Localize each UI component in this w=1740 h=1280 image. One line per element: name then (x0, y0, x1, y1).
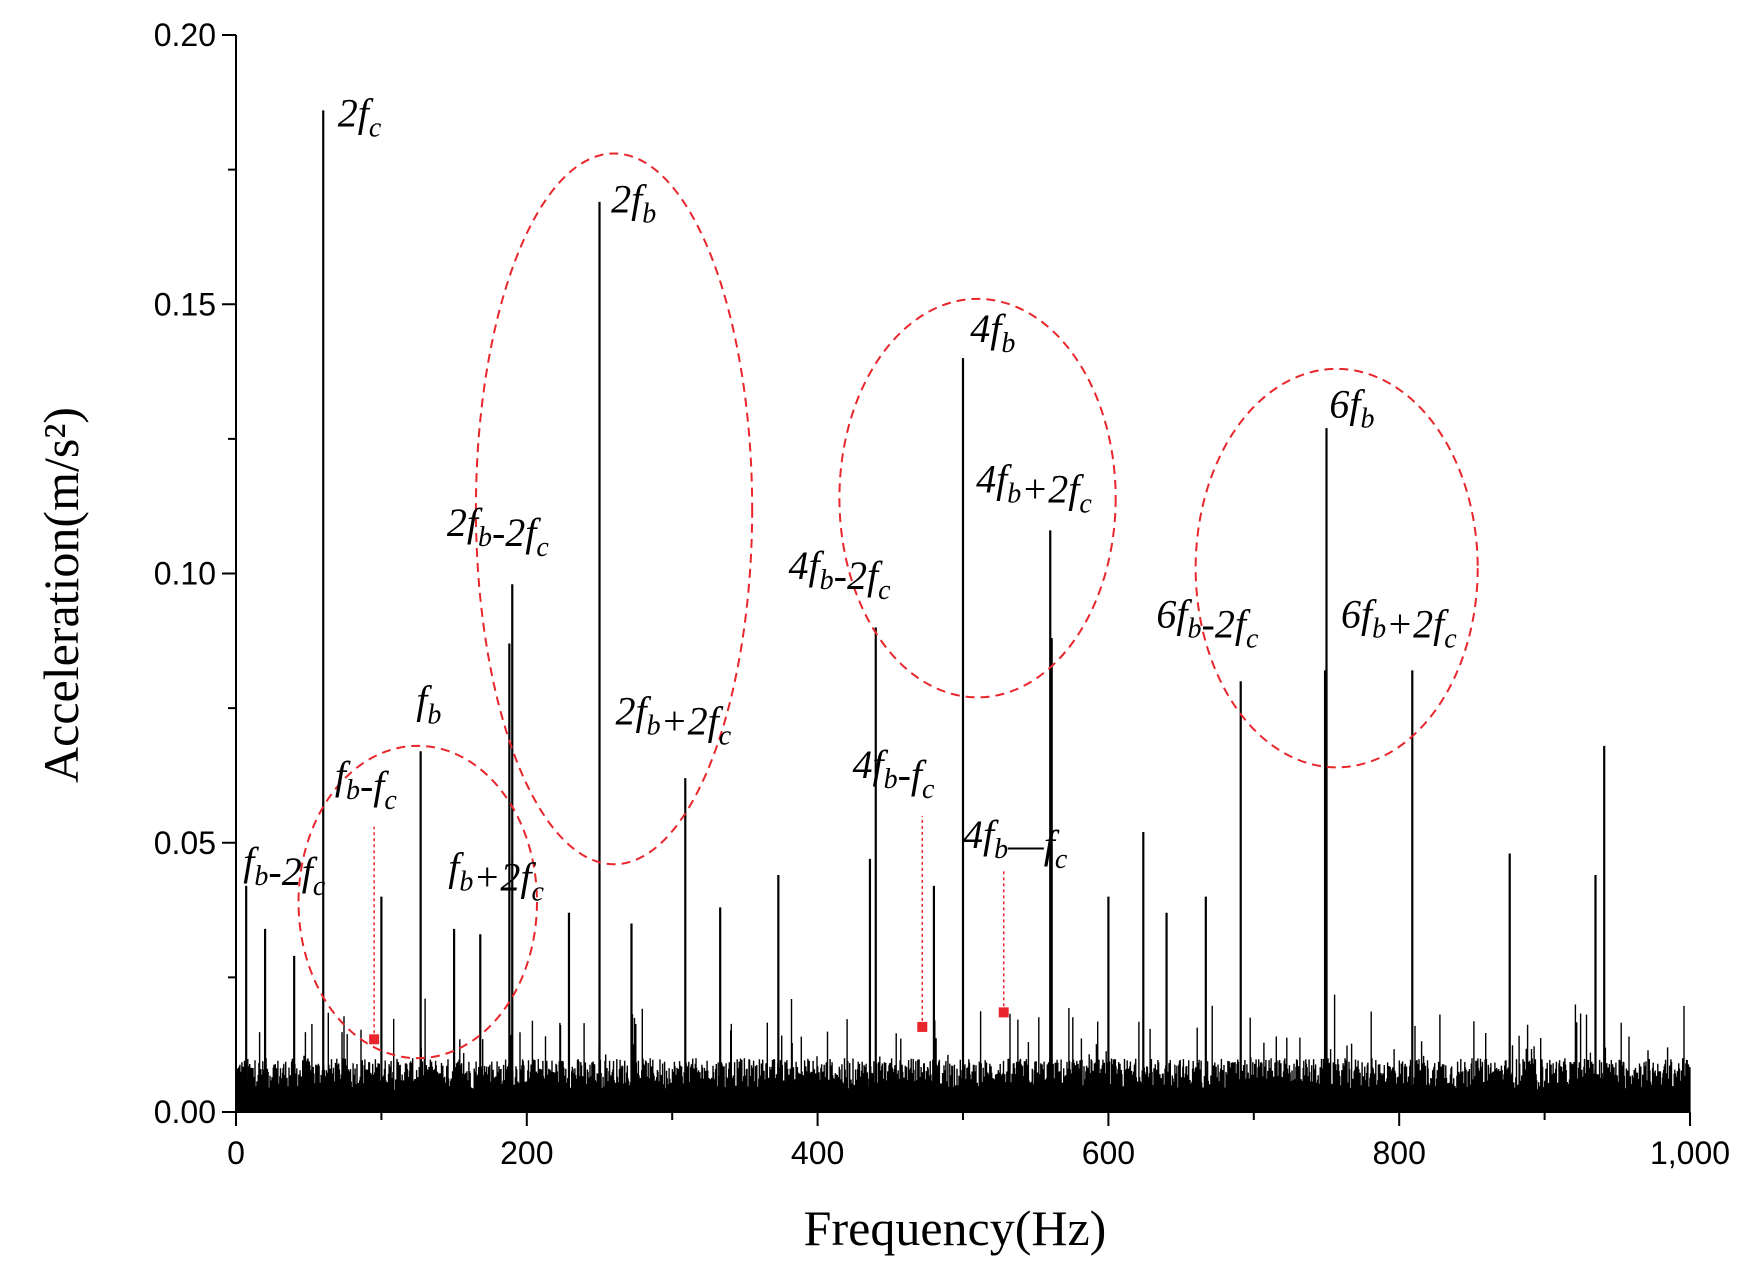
annotation-4fb-fc-2: 4fb—fc (963, 812, 1068, 875)
annotation-fb-fc: fb-fc (335, 753, 398, 816)
marker-point (917, 1021, 928, 1032)
spectral-peaks (245, 110, 1606, 1112)
annotation-fb: fb (416, 678, 441, 731)
annotation-4fb-fc: 4fb-fc (852, 742, 935, 805)
y-tick-label: 0.05 (154, 825, 216, 861)
x-tick-label: 600 (1082, 1135, 1135, 1171)
x-tick-label: 0 (227, 1135, 245, 1171)
annotation-2fb-2fc: 2fb-2fc (447, 500, 550, 563)
annotation-4fb-2fc: 4fb-2fc (789, 543, 892, 606)
highlight-ellipse (1194, 367, 1479, 769)
axes: 0.00 0.05 0.10 0.15 0.20 0 200 400 600 800 1,000 (154, 17, 1730, 1171)
x-tick-label: 800 (1373, 1135, 1426, 1171)
annotation-6fb+2fc: 6fb+2fc (1341, 591, 1457, 654)
marker-point (998, 1007, 1009, 1018)
x-tick-label: 1,000 (1650, 1135, 1730, 1171)
y-tick-label: 0.10 (154, 556, 216, 592)
annotation-2fb+2fc: 2fb+2fc (615, 688, 731, 751)
y-axis-title: Acceleration(m/s²) (33, 407, 89, 783)
highlight-circles (297, 152, 1479, 1060)
marker-point (369, 1034, 380, 1045)
y-tick-label: 0.20 (154, 17, 216, 53)
annotation-6fb: 6fb (1329, 381, 1374, 434)
x-tick-label: 200 (500, 1135, 553, 1171)
x-axis-title: Frequency(Hz) (804, 1200, 1107, 1256)
annotations: 2fc 2fb 4fb 6fb 2fb-2fc 4fb+2fc 4fb-2fc 6fb-2fc… (243, 91, 1457, 908)
annotation-6fb-2fc: 6fb-2fc (1156, 591, 1259, 654)
annotation-4fb: 4fb (970, 306, 1015, 359)
highlight-ellipse (474, 152, 754, 866)
annotation-fb-2fc: fb-2fc (243, 839, 326, 902)
annotation-2fc: 2fc (338, 91, 382, 144)
highlight-ellipse (297, 744, 538, 1060)
annotation-2fb: 2fb (611, 177, 656, 230)
x-tick-label: 400 (791, 1135, 844, 1171)
y-tick-label: 0.15 (154, 286, 216, 322)
y-tick-label: 0.00 (154, 1094, 216, 1130)
sideband-markers (369, 815, 1009, 1045)
annotation-4fb+2fc: 4fb+2fc (976, 457, 1092, 520)
highlight-ellipse (838, 297, 1117, 699)
annotation-fb+2fc: fb+2fc (448, 844, 544, 907)
